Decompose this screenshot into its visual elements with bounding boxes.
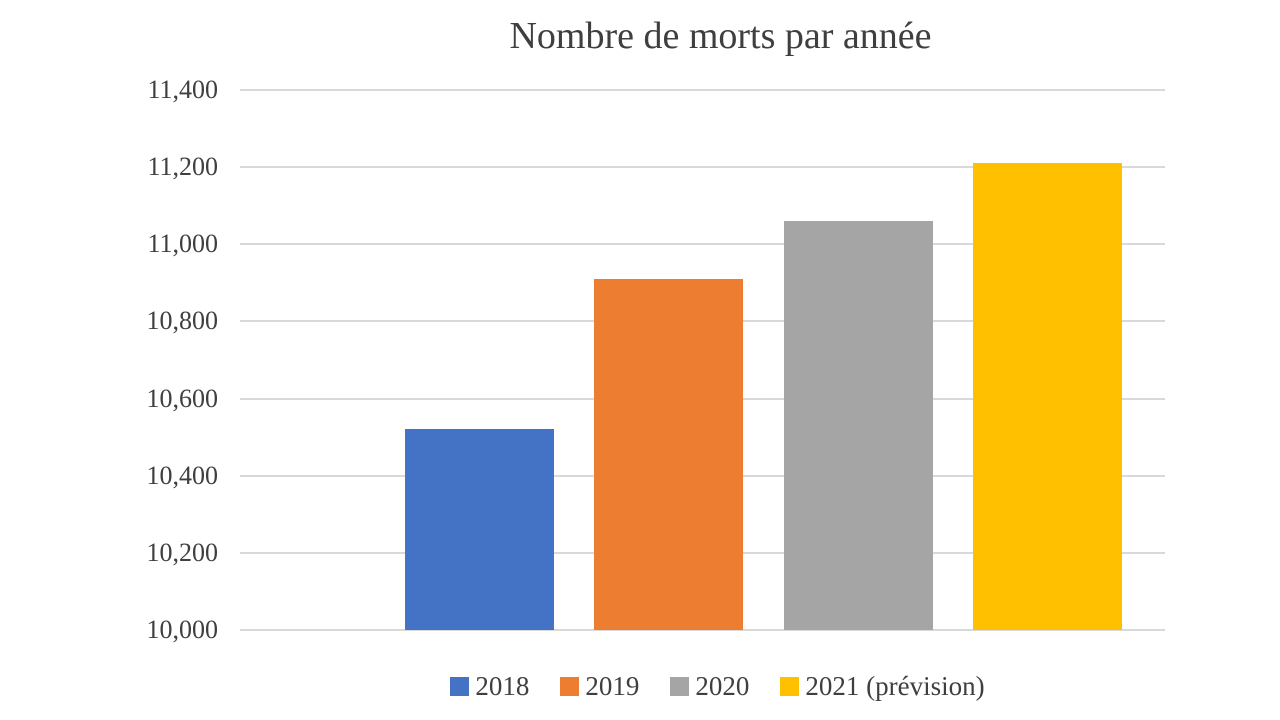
gridline — [240, 629, 1165, 631]
bar-2018 — [404, 429, 554, 630]
legend-swatch-icon — [450, 676, 470, 696]
y-axis-tick-label: 10,400 — [146, 460, 219, 490]
y-axis-tick-label: 10,000 — [146, 615, 219, 644]
bar-2020 — [783, 221, 933, 630]
gridline — [240, 243, 1165, 246]
legend-label: 2020 — [695, 671, 750, 701]
legend: 2018 2019 2020 2021 (prévision) — [255, 669, 1180, 703]
y-axis-tick-label: 10,600 — [146, 383, 219, 413]
bar-2019 — [594, 279, 743, 630]
y-axis-tick-label: 10,200 — [146, 537, 219, 567]
plot-area: 10,000 10,200 10,400 10,600 10,800 11,000 11,2… — [147, 75, 1165, 644]
bar-2021-pr-vision — [973, 163, 1122, 630]
legend-item-2019: 2019 — [560, 669, 639, 703]
y-axis-tick-label: 11,400 — [147, 75, 218, 104]
legend-label: 2021 (prévision) — [805, 671, 985, 701]
y-axis-tick-label: 10,800 — [146, 306, 219, 336]
legend-label: 2018 — [475, 671, 530, 701]
legend-label: 2019 — [585, 671, 640, 701]
y-axis-tick-label: 11,200 — [147, 152, 218, 182]
gridline — [240, 89, 1165, 91]
legend-swatch-icon — [780, 676, 800, 696]
legend-item-2020: 2020 — [670, 669, 749, 703]
chart-title: Nombre de morts par année — [509, 15, 932, 57]
gridline — [240, 166, 1165, 169]
legend-swatch-icon — [560, 676, 580, 696]
y-axis-tick-label: 11,000 — [147, 229, 218, 259]
legend-swatch-icon — [670, 676, 690, 696]
legend-item-2021-pr-vision: 2021 (prévision) — [780, 669, 985, 703]
legend-item-2018: 2018 — [450, 669, 529, 703]
